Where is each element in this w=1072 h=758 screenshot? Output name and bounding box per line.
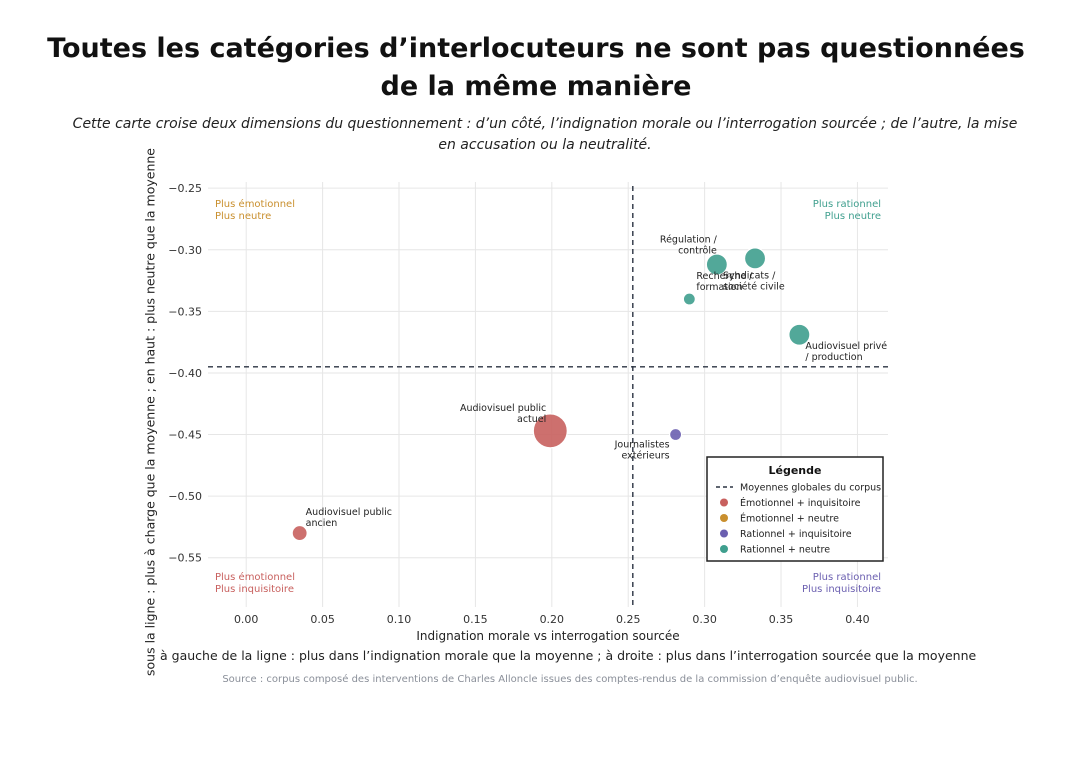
- chart-title-line-2: de la même manière: [380, 71, 692, 102]
- legend-swatch: [720, 545, 728, 553]
- x-tick-label: 0.10: [387, 613, 412, 626]
- y-tick-label: −0.35: [168, 305, 202, 318]
- data-point-label: Syndicats /: [723, 270, 776, 281]
- y-tick-label: −0.25: [168, 182, 202, 195]
- chart-title-line-1: Toutes les catégories d’interlocuteurs n…: [47, 33, 1025, 64]
- corner-label-bottom-left: Plus inquisitoire: [215, 584, 294, 595]
- data-point-label: Audiovisuel public: [460, 403, 546, 414]
- legend-entry-label: Rationnel + inquisitoire: [740, 529, 852, 540]
- x-tick-label: 0.30: [692, 613, 717, 626]
- data-point-label: société civile: [723, 281, 785, 292]
- legend-entry-label: Moyennes globales du corpus: [740, 483, 881, 494]
- x-tick-label: 0.25: [616, 613, 641, 626]
- data-point-label: extérieurs: [621, 451, 669, 462]
- data-point-label: Audiovisuel public: [306, 507, 392, 518]
- corner-label-bottom-right: Plus rationnel: [813, 572, 881, 583]
- data-point-label: Recherche /: [696, 271, 753, 282]
- data-point-label: Audiovisuel privé: [805, 341, 887, 352]
- corner-label-top-right: Plus neutre: [825, 211, 881, 222]
- data-point: [788, 323, 811, 346]
- legend-swatch: [720, 498, 728, 507]
- data-point-label: Régulation /: [660, 235, 718, 246]
- corner-label-top-left: Plus neutre: [215, 211, 271, 222]
- x-tick-label: 0.15: [463, 613, 488, 626]
- data-point: [705, 253, 728, 276]
- y-tick-label: −0.50: [168, 490, 202, 503]
- data-point: [682, 292, 696, 306]
- corner-label-top-left: Plus émotionnel: [215, 198, 295, 210]
- data-point: [291, 524, 308, 542]
- source-note: Source : corpus composé des intervention…: [222, 674, 918, 685]
- y-tick-label: −0.55: [168, 552, 202, 565]
- legend-swatch: [720, 514, 728, 522]
- chart-subtitle: Cette carte croise deux dimensions du qu…: [72, 116, 1018, 153]
- x-axis-label: Indignation morale vs interrogation sour…: [416, 629, 679, 643]
- legend-entry-label: Rationnel + neutre: [740, 545, 830, 556]
- legend-entry-label: Émotionnel + inquisitoire: [740, 497, 861, 509]
- legend-box: [706, 456, 884, 562]
- data-point-label: contrôle: [678, 246, 717, 257]
- data-point-label: actuel: [517, 414, 546, 425]
- data-point-label: formation: [696, 282, 742, 293]
- y-tick-label: −0.30: [168, 244, 202, 257]
- x-tick-label: 0.00: [234, 613, 259, 626]
- legend-title: Légende: [769, 464, 822, 477]
- data-point-label: Journalistes: [614, 440, 670, 451]
- x-tick-label: 0.05: [310, 613, 335, 626]
- corner-label-bottom-right: Plus inquisitoire: [802, 584, 881, 595]
- legend-swatch: [720, 529, 728, 538]
- x-tick-label: 0.20: [540, 613, 565, 626]
- x-tick-label: 0.40: [845, 613, 870, 626]
- corner-label-bottom-left: Plus émotionnel: [215, 571, 295, 583]
- y-tick-label: −0.40: [168, 367, 202, 380]
- legend-entry-label: Émotionnel + neutre: [740, 513, 839, 525]
- outer-x-axis-caption: à gauche de la ligne : plus dans l’indig…: [160, 648, 977, 663]
- corner-label-top-right: Plus rationnel: [813, 199, 881, 210]
- data-point: [743, 247, 767, 270]
- x-tick-label: 0.35: [769, 613, 794, 626]
- y-tick-label: −0.45: [168, 429, 202, 442]
- data-point: [668, 427, 683, 442]
- data-point-label: ancien: [306, 518, 338, 529]
- data-point-label: / production: [805, 352, 862, 363]
- chart-title: Toutes les catégories d’interlocuteurs n…: [40, 30, 1032, 106]
- data-point: [532, 413, 568, 449]
